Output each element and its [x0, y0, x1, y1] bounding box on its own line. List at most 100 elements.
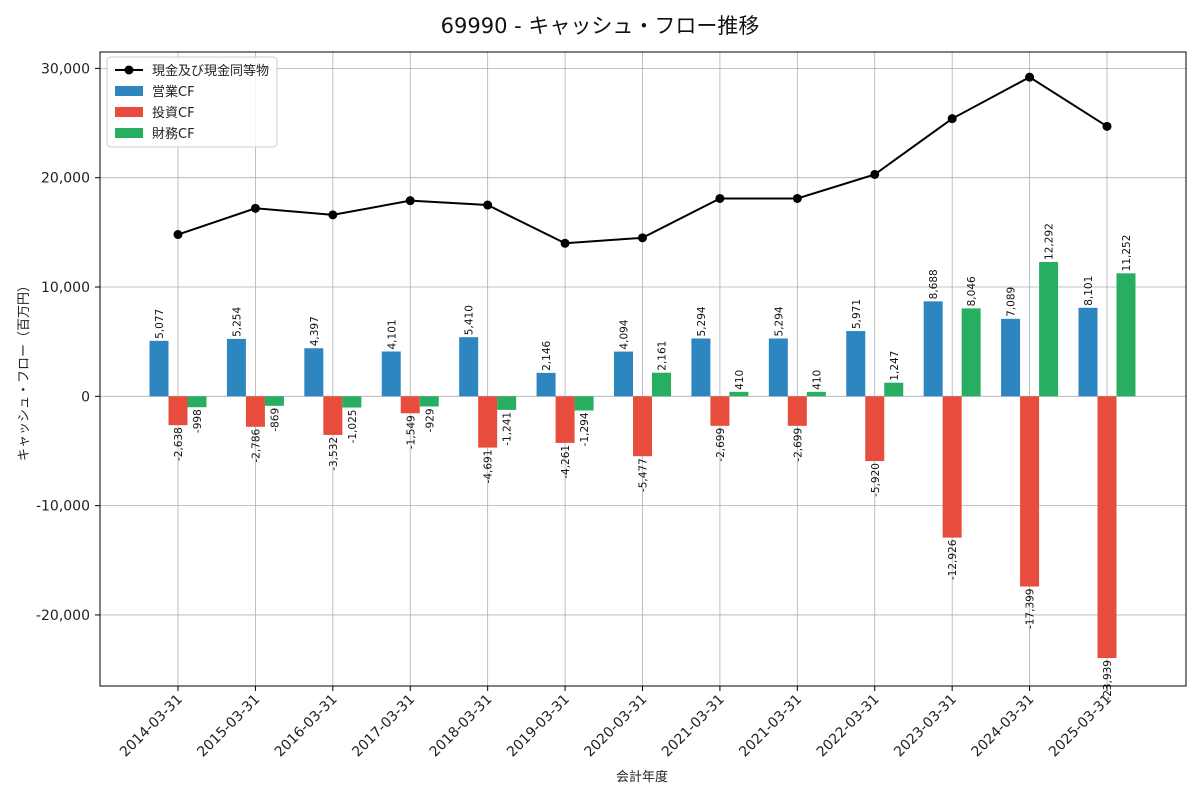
cash-balance-point — [870, 169, 880, 179]
x-tick-label: 2021-03-31 — [659, 692, 728, 761]
bar-value-label: -998 — [192, 409, 204, 433]
bar-value-label: 5,077 — [154, 309, 166, 339]
bar-value-label: -5,920 — [870, 463, 882, 497]
x-tick-label: 2020-03-31 — [581, 692, 650, 761]
bar-value-label: 410 — [734, 370, 746, 390]
bar-value-label: 11,252 — [1121, 235, 1133, 272]
legend-entry-label: 営業CF — [152, 84, 195, 100]
legend-bar-swatch — [115, 128, 143, 138]
bar-1-3 — [304, 348, 324, 397]
x-tick-label: 2017-03-31 — [349, 692, 418, 761]
x-axis-label: 会計年度 — [616, 769, 668, 785]
bar-value-label: -12,926 — [947, 539, 959, 580]
bar-3-9 — [806, 391, 826, 397]
bar-3-4 — [419, 396, 439, 407]
bar-value-label: -2,699 — [715, 428, 727, 462]
bar-1-5 — [459, 337, 479, 397]
x-tick-label: 2024-03-31 — [969, 692, 1038, 761]
bar-1-7 — [614, 351, 633, 397]
bar-3-11 — [961, 308, 981, 397]
bar-2-2 — [245, 396, 265, 427]
x-tick-label: 2021-03-31 — [736, 692, 805, 761]
bar-value-label: -1,241 — [502, 412, 514, 446]
bar-value-label: 2,146 — [541, 340, 553, 370]
bar-3-3 — [342, 396, 362, 408]
bar-value-label: 4,094 — [619, 319, 631, 349]
bar-value-label: -1,294 — [579, 412, 591, 446]
bar-2-5 — [478, 396, 498, 448]
bar-value-label: 8,046 — [966, 276, 978, 306]
bars-layer — [149, 261, 1136, 659]
bar-value-label: -3,532 — [328, 437, 340, 471]
bar-value-label: 5,971 — [851, 299, 863, 329]
y-axis-label: キャッシュ・フロー（百万円） — [17, 279, 32, 461]
cash-balance-point — [405, 196, 415, 206]
bar-3-1 — [187, 396, 207, 408]
bar-3-10 — [884, 382, 904, 397]
legend-entry-label: 現金及び現金同等物 — [152, 63, 269, 79]
legend-line-marker — [124, 65, 134, 75]
bar-value-label: 1,247 — [889, 351, 901, 381]
cash-balance-point — [1102, 121, 1112, 131]
y-tick-label: 10,000 — [41, 280, 90, 296]
bar-1-4 — [381, 351, 401, 397]
cash-balance-point — [250, 203, 260, 213]
y-tick-label: -10,000 — [36, 499, 90, 515]
chart-title: 69990 - キャッシュ・フロー推移 — [441, 14, 760, 38]
bar-value-label: -17,399 — [1025, 589, 1037, 630]
x-axis-ticks: 2014-03-31 2015-03-31 2016-03-31 2017-03-31… — [117, 686, 1115, 760]
bar-1-13 — [1078, 307, 1098, 397]
bar-2-1 — [168, 396, 188, 426]
x-tick-label: 2019-03-31 — [504, 692, 573, 761]
bar-value-label: -4,261 — [560, 445, 572, 479]
bar-3-12 — [1039, 261, 1059, 397]
x-tick-label: 2023-03-31 — [891, 692, 960, 761]
bar-2-10 — [865, 396, 885, 462]
cash-balance-point — [1025, 72, 1035, 82]
x-tick-label: 2022-03-31 — [814, 692, 883, 761]
legend-bar-swatch — [115, 107, 143, 117]
bar-2-11 — [942, 396, 962, 538]
bar-2-13 — [1097, 396, 1117, 659]
bar-2-9 — [787, 396, 807, 426]
bar-value-label: -2,638 — [173, 427, 185, 461]
cash-balance-point — [792, 193, 802, 203]
bar-1-9 — [768, 338, 788, 397]
cash-balance-point — [715, 193, 725, 203]
bar-2-12 — [1020, 396, 1040, 587]
bar-value-label: 8,101 — [1083, 276, 1095, 306]
cash-balance-point — [638, 233, 647, 243]
bar-value-label: 8,688 — [928, 269, 940, 299]
legend-entry-label: 投資CF — [152, 105, 195, 121]
x-tick-label: 2018-03-31 — [427, 692, 496, 761]
grid-layer — [100, 52, 1186, 686]
bar-value-label: -5,477 — [638, 458, 650, 492]
bar-value-label: 2,161 — [657, 341, 669, 371]
bar-value-label: 5,410 — [464, 305, 476, 335]
cash-balance-point — [947, 114, 957, 124]
bar-1-1 — [149, 340, 169, 397]
bar-2-4 — [400, 396, 420, 414]
bar-value-label: -1,025 — [347, 410, 359, 444]
bar-value-label: -929 — [424, 408, 436, 432]
x-tick-label: 2014-03-31 — [117, 692, 186, 761]
bar-value-label: -2,699 — [792, 428, 804, 462]
bar-1-10 — [846, 331, 866, 397]
bar-value-label: 5,254 — [231, 307, 243, 337]
y-tick-label: 30,000 — [41, 61, 90, 77]
bar-3-7 — [652, 372, 671, 397]
y-tick-label: 20,000 — [41, 171, 90, 187]
bar-value-label: -869 — [269, 408, 281, 432]
y-tick-label: -20,000 — [36, 608, 90, 624]
legend-entry-label: 財務CF — [152, 127, 195, 142]
bar-value-label: -1,549 — [405, 415, 417, 449]
bar-1-12 — [1001, 318, 1021, 397]
cash-balance-point — [328, 210, 338, 220]
bar-2-6 — [555, 396, 575, 443]
legend-box — [106, 56, 278, 148]
bar-value-label: -2,786 — [250, 428, 262, 462]
bar-1-11 — [923, 301, 943, 397]
x-tick-label: 2016-03-31 — [272, 692, 341, 761]
